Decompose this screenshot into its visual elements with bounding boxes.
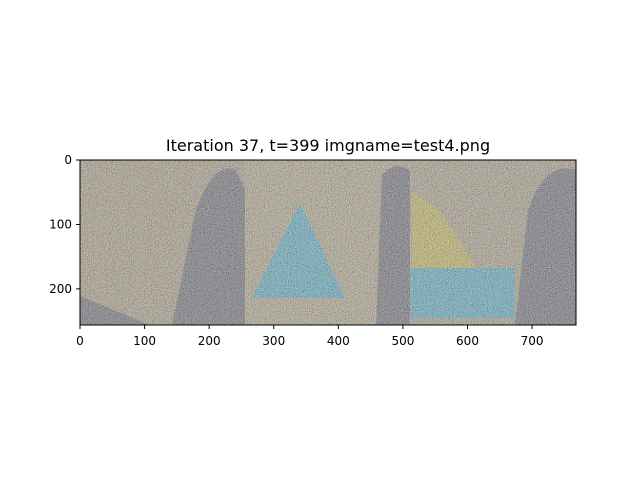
x-tick-label: 500 [391, 334, 414, 348]
chart-title: Iteration 37, t=399 imgname=test4.png [166, 136, 490, 155]
x-tick-label: 700 [521, 334, 544, 348]
y-tick-label: 0 [64, 153, 72, 167]
x-tick-label: 400 [327, 334, 350, 348]
x-tick-label: 300 [262, 334, 285, 348]
y-tick-label: 200 [49, 282, 72, 296]
x-axis: 0 100 200 300 400 500 600 700 [76, 325, 543, 348]
x-tick-label: 0 [76, 334, 84, 348]
y-tick-label: 100 [49, 217, 72, 231]
image-noise-overlay [80, 160, 576, 325]
x-tick-label: 100 [133, 334, 156, 348]
x-tick-label: 600 [456, 334, 479, 348]
x-tick-label: 200 [198, 334, 221, 348]
image-plot-area [80, 160, 576, 325]
y-axis: 0 100 200 [49, 153, 80, 296]
